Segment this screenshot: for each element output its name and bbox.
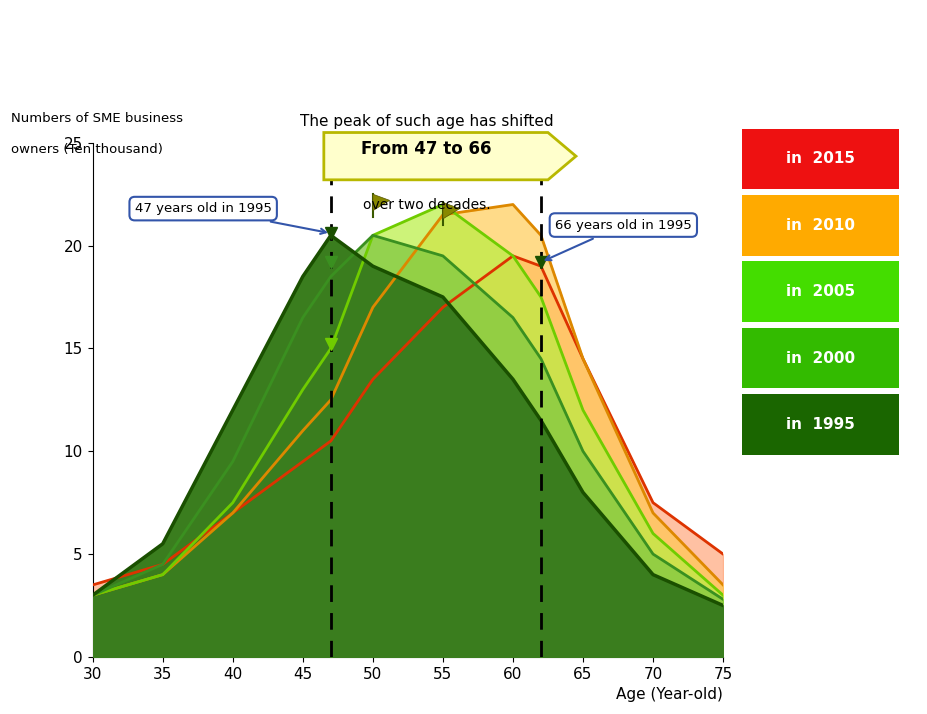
Text: over two decades.: over two decades. (362, 198, 490, 211)
Text: in  2015: in 2015 (786, 151, 855, 166)
Text: in  2000: in 2000 (786, 351, 855, 366)
Text: From 47 to 66: From 47 to 66 (362, 140, 492, 158)
Polygon shape (373, 194, 389, 211)
Polygon shape (443, 203, 460, 219)
Text: 66 years old in 1995: 66 years old in 1995 (546, 218, 692, 260)
Text: in  1995: in 1995 (786, 417, 855, 432)
X-axis label: Age (Year-old): Age (Year-old) (616, 687, 723, 702)
Text: 47 years old in 1995: 47 years old in 1995 (134, 202, 325, 234)
Text: owners (Ten thousand): owners (Ten thousand) (11, 143, 162, 156)
Text: The peak of such age has shifted: The peak of such age has shifted (299, 114, 553, 129)
Text: in  2005: in 2005 (786, 284, 855, 299)
Text: in  2010: in 2010 (786, 218, 855, 233)
Text: Distribution of age of SME business owners by five-year period: Distribution of age of SME business owne… (144, 16, 783, 34)
Text: Numbers of SME business: Numbers of SME business (11, 112, 183, 125)
